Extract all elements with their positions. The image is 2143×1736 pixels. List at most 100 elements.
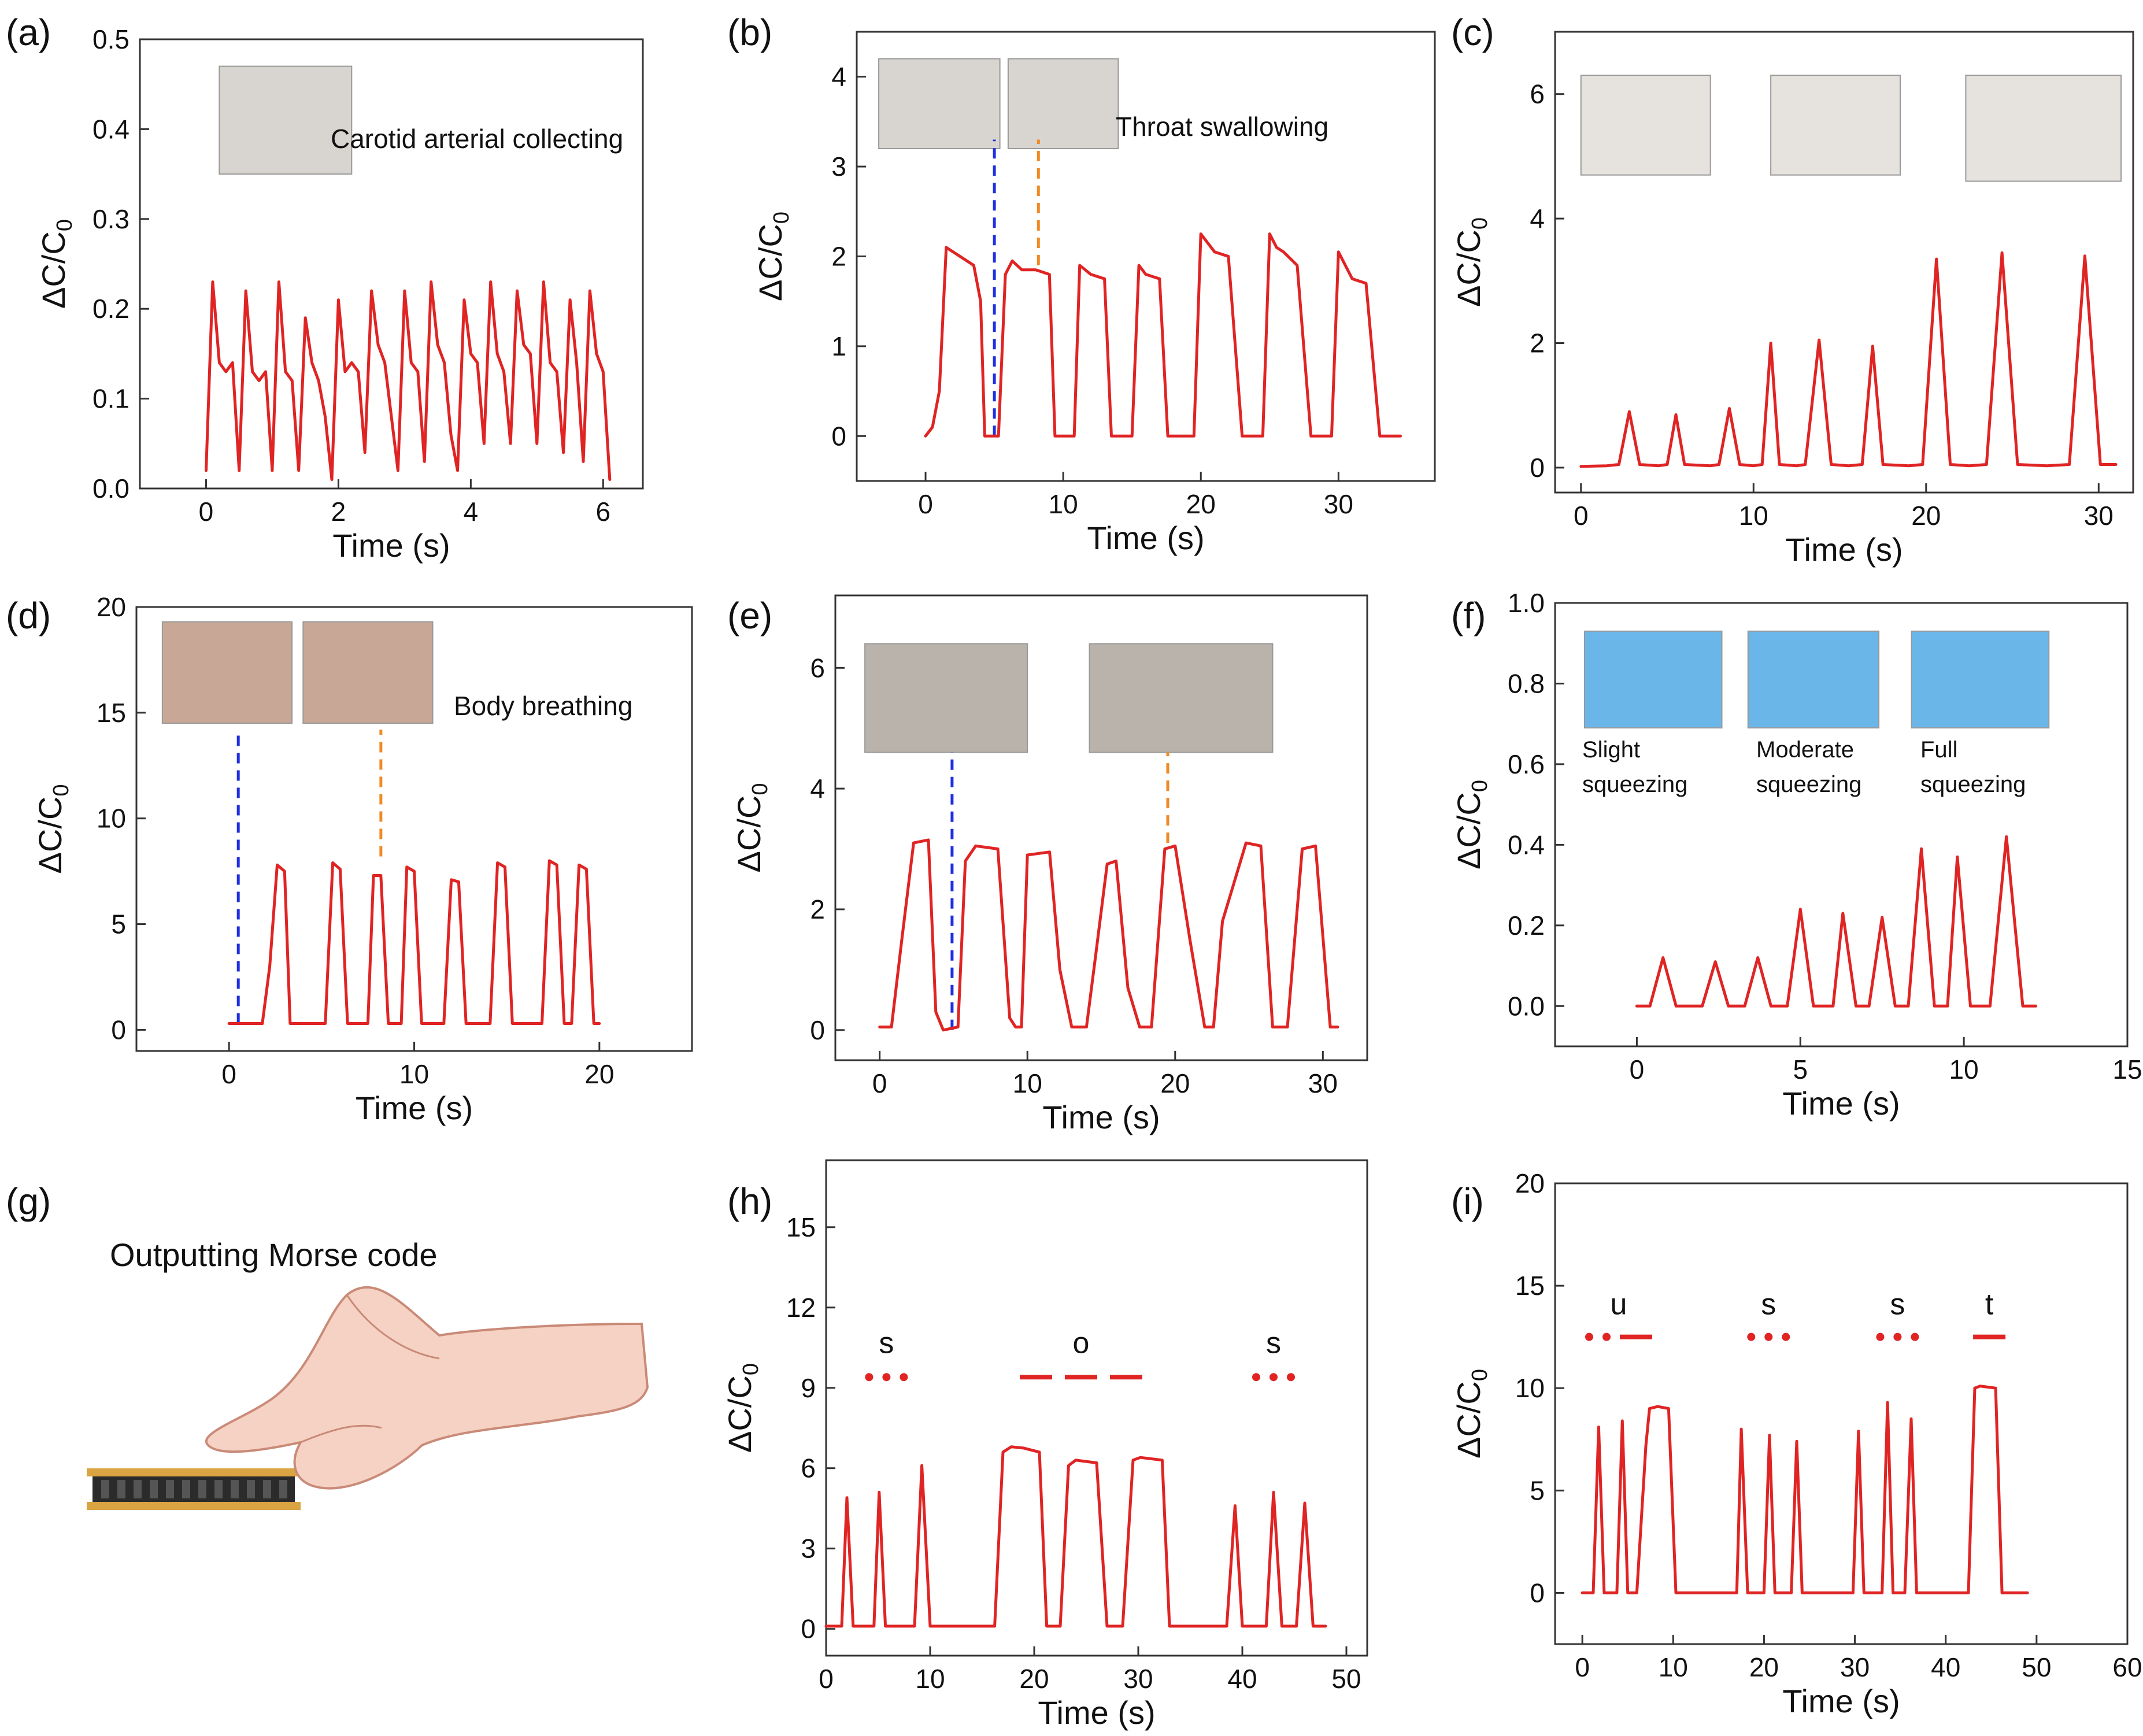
sensor-pillar [182,1480,190,1498]
x-tick-label: 30 [1840,1652,1870,1682]
morse-letter: s [1266,1327,1281,1360]
x-tick-label: 0 [872,1068,887,1098]
panel-h-label: (h) [727,1180,772,1222]
panel-c-label: (c) [1451,12,1494,53]
panel-d-label: (d) [6,595,51,636]
y-tick-label: 1 [831,331,846,361]
plot-frame [1554,602,2129,1047]
x-tick-label: 0 [1574,501,1589,531]
sensor-pillar [279,1480,287,1498]
y-tick-label: 0.2 [92,294,129,324]
sensor-pillar [198,1480,206,1498]
y-tick-label: 0.3 [92,204,129,234]
morse-dot [1287,1373,1295,1382]
plot-frame [1554,1182,2129,1645]
y-tick-label: 0.5 [92,24,129,54]
x-axis-label: Time (s) [356,1090,473,1126]
sensor-pillar [134,1480,142,1498]
inset-photo [1747,630,1880,729]
x-tick-label: 10 [1739,501,1768,531]
y-tick-label: 0.0 [92,473,129,504]
x-tick-label: 20 [1911,501,1941,531]
chart-panel-d: (d) 0 10 20 0 5 10 15 20 Time (s) ΔC/C0 Body breath… [6,592,693,1126]
chart-panel-h: (h) 0 10 20 30 40 50 0 3 6 9 12 15 Time (s) ΔC/C0 s o s [721,1159,1368,1731]
panel-a-label: (a) [6,12,51,53]
sensor-pillar [150,1480,158,1498]
inset-photo [1580,75,1711,176]
x-tick-label: 30 [1324,489,1353,519]
y-tick-label: 0.8 [1508,668,1545,698]
sensor-middle-layer [92,1476,295,1502]
x-tick-label: 30 [2084,501,2114,531]
morse-dot [1876,1332,1885,1341]
morse-dot [1585,1332,1593,1341]
x-tick-label: 0 [1630,1054,1645,1084]
inset-photo [1911,630,2050,729]
x-tick-label: 4 [464,497,479,527]
y-tick-label: 6 [1530,79,1545,109]
inset-photo [219,65,353,175]
sensor-pillar [101,1480,109,1498]
inset-caption: Carotid arterial collecting [331,124,623,154]
inset-caption: Moderate [1756,737,1854,762]
series-line [824,1445,1327,1628]
inset-photo [864,643,1028,753]
y-tick-label: 4 [831,62,846,92]
y-tick-label: 4 [1530,203,1545,234]
sensor-pillar [117,1480,125,1498]
y-tick-label: 0.4 [92,114,129,144]
inset-photo [1965,75,2122,182]
y-axis-label: ΔC/C0 [35,219,77,309]
y-axis-label: ΔC/C0 [1450,1369,1492,1459]
sensor-bottom-layer [87,1502,301,1510]
x-tick-label: 0 [1575,1652,1590,1682]
inset-caption: Slight [1582,737,1640,762]
x-tick-label: 20 [1019,1664,1049,1694]
x-tick-label: 20 [1186,489,1216,519]
y-tick-label: 2 [1530,328,1545,358]
series-line [1635,835,2038,1008]
x-tick-label: 5 [1793,1054,1808,1084]
inset-photo [1007,58,1119,150]
x-tick-label: 10 [915,1664,945,1694]
plot-frame [139,38,644,490]
x-tick-label: 60 [2112,1652,2142,1682]
x-axis-label: Time (s) [1785,531,1903,568]
y-tick-label: 15 [786,1212,816,1242]
panel-g: (g) Outputting Morse code [6,1180,649,1510]
inset-caption: Body breathing [454,691,632,721]
y-tick-label: 15 [1515,1271,1545,1301]
x-tick-label: 20 [1749,1652,1779,1682]
x-tick-label: 10 [1049,489,1078,519]
y-tick-label: 12 [786,1293,816,1323]
y-tick-label: 15 [97,698,126,728]
x-tick-label: 10 [1949,1054,1979,1084]
x-tick-label: 6 [596,497,611,527]
chart-panel-f: (f) 0 5 10 15 0.0 0.2 0.4 0.6 0.8 1.0 Time (s) ΔC/C0… [1450,588,2142,1121]
inset-caption: Full [1920,737,1957,762]
morse-dot [882,1373,891,1382]
morse-dash [1620,1334,1652,1339]
morse-dash [1973,1334,2006,1339]
x-tick-label: 50 [2022,1652,2051,1682]
inset-photo [161,621,293,724]
x-tick-label: 30 [1123,1664,1153,1694]
inset-photo [1770,75,1901,176]
morse-dot [1269,1373,1278,1382]
inset-caption: squeezing [1756,772,1861,797]
morse-letter: s [1761,1288,1776,1322]
x-tick-label: 40 [1931,1652,1960,1682]
x-tick-label: 0 [221,1059,236,1089]
inset-caption: squeezing [1582,772,1687,797]
morse-dot [865,1373,874,1382]
inset-photo [302,621,434,724]
plot-frame [834,594,1368,1061]
y-tick-label: 0 [111,1015,126,1045]
x-tick-label: 30 [1308,1068,1338,1098]
x-tick-label: 0 [918,489,933,519]
x-tick-label: 15 [2112,1054,2142,1084]
y-tick-label: 10 [97,804,126,834]
morse-dot [1782,1332,1790,1341]
series-line [227,859,601,1025]
